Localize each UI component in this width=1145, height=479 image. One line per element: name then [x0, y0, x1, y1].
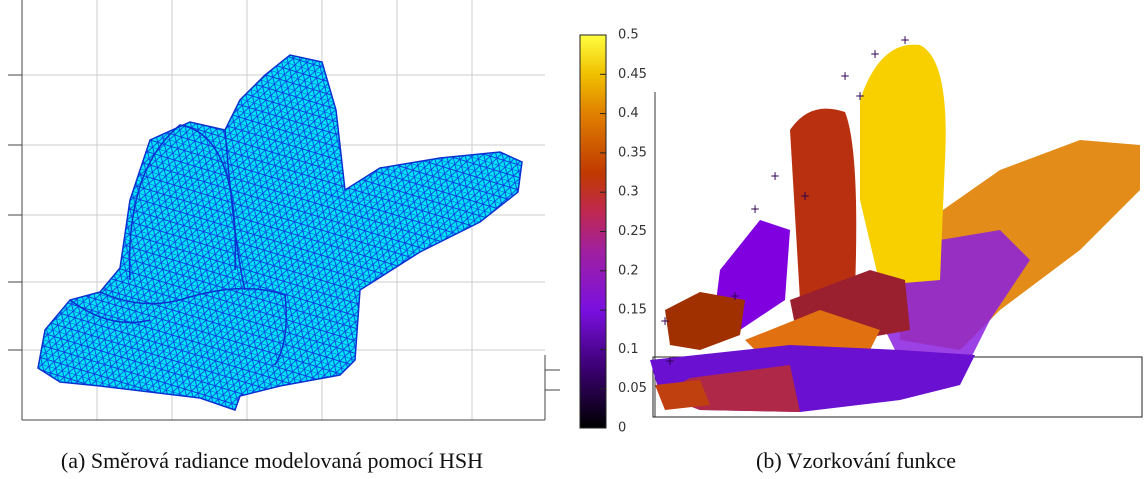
scatter-plot: + + + + + + + + + +: [650, 33, 1143, 418]
svg-text:+: +: [800, 189, 810, 203]
mesh-plot: [8, 0, 560, 421]
sample-cloud: [870, 230, 1030, 360]
svg-text:+: +: [855, 89, 865, 103]
colorbar-ticks: 0 0.05 0.1 0.15 0.2 0.25 0.3 0.35 0.4 0.45 0.5: [600, 28, 647, 436]
colorbar-tick-label: 0.5: [618, 28, 639, 43]
colorbar-tick-label: 0.1: [618, 342, 639, 357]
svg-text:+: +: [660, 314, 670, 328]
svg-text:+: +: [840, 69, 850, 83]
sample-cloud: [790, 108, 857, 320]
colorbar-tick-label: 0.45: [618, 67, 647, 82]
svg-text:+: +: [900, 33, 910, 47]
caption: (a) Směrová radiance modelovaná pomocí H…: [61, 448, 483, 473]
colorbar-tick-label: 0.15: [618, 303, 647, 318]
sample-cloud: [745, 310, 880, 355]
sample-cloud: [665, 292, 745, 350]
mesh-surface: [37, 54, 523, 411]
colorbar-tick-label: 0.2: [618, 263, 639, 278]
colorbar-tick-label: 0.25: [618, 224, 647, 239]
axes: [8, 0, 560, 421]
svg-text:+: +: [770, 169, 780, 183]
colorbar-tick-label: 0.3: [618, 185, 639, 200]
svg-text:+: +: [665, 354, 675, 368]
sample-cloud: [655, 380, 710, 410]
sample-cloud: [860, 44, 946, 285]
outlier-samples: + + + + + + + + + +: [660, 33, 910, 368]
caption: (b) Vzorkování funkce: [756, 448, 956, 473]
mesh-lobe-edge: [69, 124, 287, 366]
svg-text:+: +: [730, 289, 740, 303]
colorbar-tick-label: 0.35: [618, 145, 647, 160]
colorbar-tick-label: 0: [618, 421, 626, 436]
colorbar-tick-label: 0.05: [618, 381, 647, 396]
svg-text:+: +: [870, 47, 880, 61]
colorbar-tick-label: 0.4: [618, 106, 639, 121]
svg-text:+: +: [750, 202, 760, 216]
